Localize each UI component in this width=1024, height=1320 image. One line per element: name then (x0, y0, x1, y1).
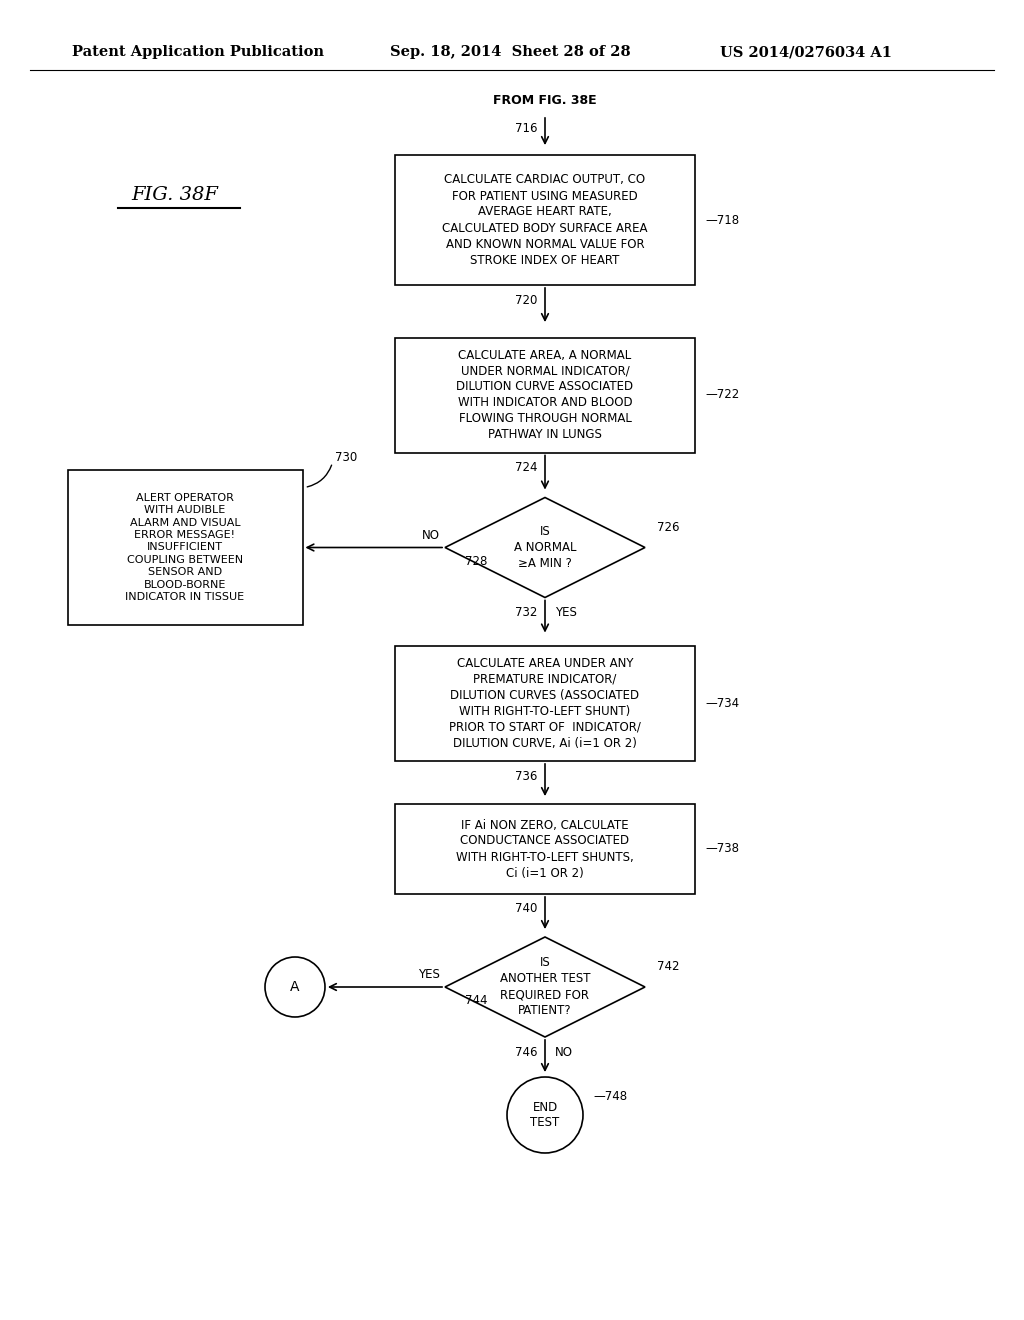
Text: FROM FIG. 38E: FROM FIG. 38E (494, 94, 597, 107)
Text: 732: 732 (515, 606, 537, 619)
Polygon shape (445, 937, 645, 1038)
Bar (395, 645, 695, 762)
Text: 724: 724 (514, 461, 537, 474)
Text: —748: —748 (593, 1090, 627, 1104)
Text: CALCULATE CARDIAC OUTPUT, CO
FOR PATIENT USING MEASURED
AVERAGE HEART RATE,
CALC: CALCULATE CARDIAC OUTPUT, CO FOR PATIENT… (442, 173, 648, 267)
Text: —738: —738 (705, 842, 739, 855)
Text: IF Ai NON ZERO, CALCULATE
CONDUCTANCE ASSOCIATED
WITH RIGHT-TO-LEFT SHUNTS,
Ci (: IF Ai NON ZERO, CALCULATE CONDUCTANCE AS… (456, 818, 634, 879)
Text: A: A (290, 979, 300, 994)
Circle shape (265, 957, 325, 1016)
Text: —734: —734 (705, 697, 739, 710)
Polygon shape (445, 498, 645, 598)
Text: ALERT OPERATOR
WITH AUDIBLE
ALARM AND VISUAL
ERROR MESSAGE!
INSUFFICIENT
COUPLIN: ALERT OPERATOR WITH AUDIBLE ALARM AND VI… (125, 492, 245, 602)
Text: NO: NO (555, 1045, 573, 1059)
Text: END
TEST: END TEST (530, 1101, 560, 1129)
Text: CALCULATE AREA, A NORMAL
UNDER NORMAL INDICATOR/
DILUTION CURVE ASSOCIATED
WITH : CALCULATE AREA, A NORMAL UNDER NORMAL IN… (457, 348, 634, 441)
Bar (395, 804, 695, 894)
Text: 746: 746 (514, 1045, 537, 1059)
Circle shape (507, 1077, 583, 1152)
Text: US 2014/0276034 A1: US 2014/0276034 A1 (720, 45, 892, 59)
Text: 742: 742 (657, 961, 680, 974)
Bar (395, 154, 695, 285)
Text: NO: NO (422, 529, 440, 543)
Text: 720: 720 (515, 293, 537, 306)
Text: 744: 744 (465, 994, 487, 1007)
Text: 736: 736 (515, 770, 537, 783)
Text: —722: —722 (705, 388, 739, 401)
Bar (395, 338, 695, 453)
Text: Sep. 18, 2014  Sheet 28 of 28: Sep. 18, 2014 Sheet 28 of 28 (390, 45, 631, 59)
Text: 730: 730 (336, 451, 357, 465)
Text: CALCULATE AREA UNDER ANY
PREMATURE INDICATOR/
DILUTION CURVES (ASSOCIATED
WITH R: CALCULATE AREA UNDER ANY PREMATURE INDIC… (450, 657, 641, 750)
Bar (68, 470, 302, 624)
Text: IS
A NORMAL
≥A MIN ?: IS A NORMAL ≥A MIN ? (514, 525, 577, 570)
Text: YES: YES (555, 606, 577, 619)
Text: YES: YES (418, 969, 440, 982)
Text: 728: 728 (465, 554, 487, 568)
Text: 740: 740 (515, 903, 537, 916)
Text: 716: 716 (514, 121, 537, 135)
Text: FIG. 38F: FIG. 38F (131, 186, 218, 205)
Text: —718: —718 (705, 214, 739, 227)
Text: 726: 726 (657, 521, 680, 535)
Text: Patent Application Publication: Patent Application Publication (72, 45, 324, 59)
Text: IS
ANOTHER TEST
REQUIRED FOR
PATIENT?: IS ANOTHER TEST REQUIRED FOR PATIENT? (500, 957, 590, 1018)
